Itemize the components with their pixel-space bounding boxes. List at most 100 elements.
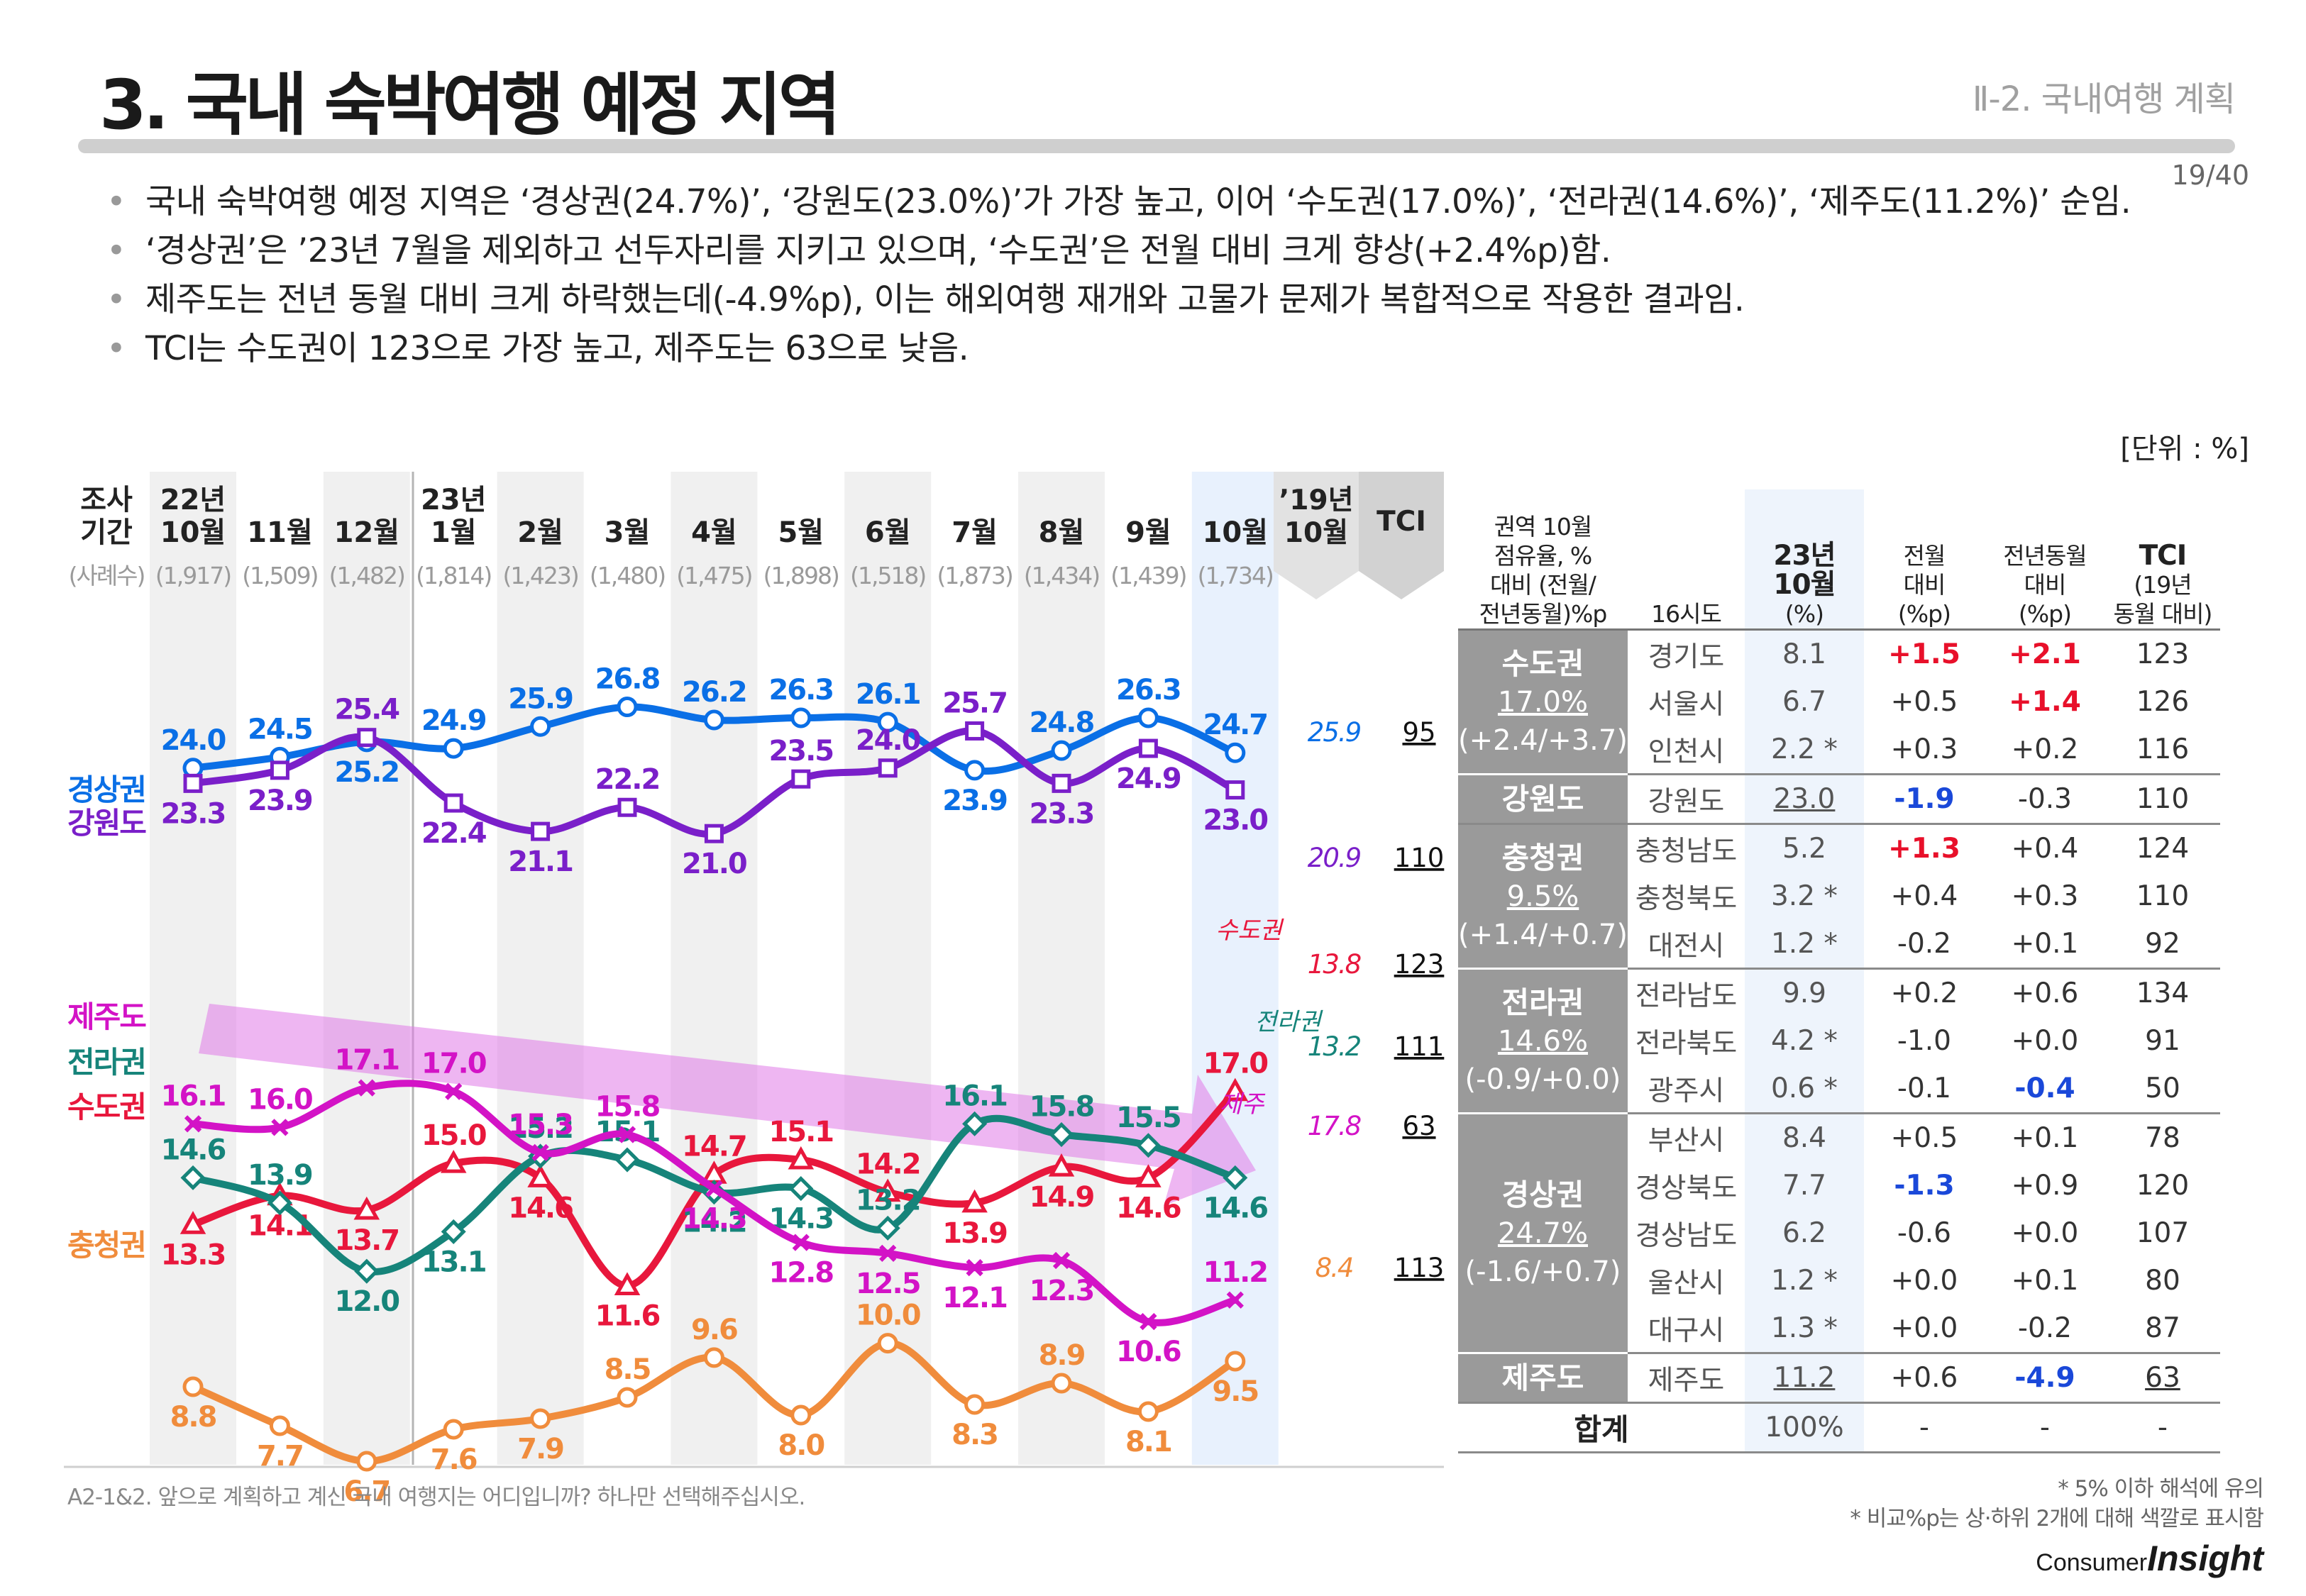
table-row: 경상북도 7.7 -1.3 +0.9 120 — [1458, 1162, 2220, 1209]
table-row: 강원도 강원도 23.0 -1.9 -0.3 110 — [1458, 774, 2220, 825]
page-number: 19/40 — [2171, 160, 2249, 191]
data-point-2 — [704, 824, 724, 843]
table-row: 인천시 2.2 * +0.3 +0.2 116 — [1458, 726, 2220, 775]
cell-share: 2.2 * — [1744, 726, 1864, 775]
month-label: 10월 — [160, 516, 226, 549]
data-label-1: 26.1 — [856, 678, 920, 711]
data-point-1 — [1051, 740, 1072, 761]
data-label-5: 12.8 — [768, 1257, 833, 1290]
sample-size: (1,482) — [329, 562, 404, 589]
data-point-6 — [877, 1333, 898, 1354]
sample-size: (1,734) — [1198, 562, 1273, 589]
cell-city: 경상북도 — [1635, 1172, 1738, 1204]
cell-yoy: +0.1 — [2011, 1122, 2079, 1154]
data-point-3 — [1222, 1077, 1249, 1102]
sample-size: (1,518) — [850, 562, 925, 589]
data-label-6: 9.6 — [691, 1314, 737, 1346]
data-point-6 — [617, 1387, 638, 1408]
year-label: 23년 — [421, 484, 486, 516]
cell-share: 1.3 * — [1744, 1304, 1864, 1354]
tci-header: TCI — [1377, 506, 1426, 538]
month-label: 12월 — [334, 516, 399, 549]
cell-mom: +1.3 — [1888, 833, 1960, 865]
month-label: 9월 — [1125, 516, 1171, 549]
data-label-6: 7.9 — [517, 1433, 563, 1465]
cell-city: 강원도 — [1627, 774, 1745, 825]
month-label: 1월 — [431, 516, 477, 549]
data-point-6 — [269, 1415, 290, 1436]
cell-city: 경기도 — [1648, 641, 1725, 673]
data-label-2: 22.4 — [421, 817, 486, 850]
data-label-4: 13.2 — [856, 1184, 920, 1217]
data-point-5 — [271, 1119, 289, 1136]
data-label-3: 14.7 — [682, 1130, 746, 1163]
cell-city: 대구시 — [1627, 1304, 1745, 1354]
table-row: 전라권 14.6% (-0.9/+0.0) 전라남도 9.9 +0.2 +0.6 134 — [1458, 968, 2220, 1114]
data-label-1: 26.3 — [768, 674, 833, 706]
total-label: 합계 — [1458, 1402, 1745, 1453]
table-row: 서울시 6.7 +0.5 +1.4 126 — [1458, 678, 2220, 726]
data-point-3 — [614, 1272, 641, 1295]
data-point-3 — [180, 1211, 206, 1234]
cell-city: 서울시 — [1648, 688, 1725, 721]
cell-share: 4.2 * — [1744, 1017, 1864, 1065]
data-label-1: 23.9 — [942, 785, 1007, 817]
data-point-3 — [874, 1178, 901, 1202]
tci-value: 95 — [1402, 717, 1435, 748]
column-shade — [844, 472, 932, 1465]
data-point-5 — [966, 1259, 983, 1277]
data-label-1: 24.9 — [421, 704, 486, 737]
data-label-5: 12.1 — [942, 1282, 1007, 1314]
cell-yoy: -0.4 — [1984, 1065, 2105, 1114]
region-cell: 제주도 — [1458, 1353, 1628, 1404]
unit-label: [단위 : %] — [2120, 433, 2249, 465]
bullet-item: 국내 숙박여행 예정 지역은 ‘경상권(24.7%)’, ‘강원도(23.0%)… — [106, 177, 2164, 226]
data-point-1 — [1225, 742, 1246, 763]
sample-size: (1,434) — [1024, 562, 1099, 589]
table-row: 경상남도 6.2 -0.6 +0.0 107 — [1458, 1209, 2220, 1257]
month-label: 10월 — [1203, 516, 1268, 549]
sample-size: (1,439) — [1110, 562, 1186, 589]
data-point-2 — [1225, 780, 1245, 800]
data-label-4: 16.1 — [942, 1080, 1007, 1112]
cell-mom: -0.2 — [1863, 920, 1985, 970]
data-point-2 — [270, 760, 289, 780]
cell-tci: 124 — [2136, 833, 2190, 865]
cell-tci: 123 — [2136, 638, 2190, 670]
cell-yoy: -0.3 — [1984, 774, 2105, 825]
data-label-6: 10.0 — [856, 1299, 920, 1332]
tci-value: 123 — [1394, 949, 1445, 980]
cell-mom: +0.6 — [1863, 1353, 1985, 1404]
tci-value: 63 — [1402, 1111, 1435, 1141]
title-rule — [78, 139, 2235, 153]
cell-yoy: +0.3 — [2011, 880, 2079, 912]
cell-mom: -0.1 — [1863, 1065, 1985, 1114]
ref-value: 25.9 — [1308, 717, 1361, 748]
table-row: 광주시 0.6 * -0.1 -0.4 50 — [1458, 1065, 2220, 1114]
cell-mom: +0.0 — [1863, 1304, 1985, 1354]
data-label-6: 8.5 — [605, 1353, 651, 1386]
data-label-2: 23.3 — [161, 797, 226, 830]
month-label: 7월 — [951, 516, 998, 549]
summary-bullets: 국내 숙박여행 예정 지역은 ‘경상권(24.7%)’, ‘강원도(23.0%)… — [106, 177, 2164, 373]
total-row: 합계 100% - - - — [1458, 1402, 2220, 1453]
region-cell: 강원도 — [1458, 774, 1628, 825]
ref-value: 8.4 — [1315, 1253, 1353, 1283]
month-label: 6월 — [865, 516, 911, 549]
cell-mom: -1.3 — [1894, 1170, 1955, 1202]
cell-city: 부산시 — [1648, 1124, 1725, 1157]
data-label-5: 15.8 — [595, 1091, 660, 1124]
ref-value: 20.9 — [1308, 843, 1361, 873]
data-label-6: 8.1 — [1125, 1426, 1171, 1458]
cell-share: 6.7 — [1744, 678, 1864, 726]
cell-mom: +0.3 — [1863, 726, 1985, 775]
sample-size: (1,814) — [416, 562, 491, 589]
cell-yoy: +0.0 — [2011, 1025, 2079, 1057]
data-point-5 — [792, 1234, 810, 1251]
cell-mom: -0.6 — [1897, 1217, 1951, 1249]
data-point-4 — [1049, 1122, 1074, 1148]
data-point-4 — [788, 1176, 814, 1202]
table-row: 충청권 9.5% (+1.4/+0.7) 충청남도 5.2 +1.3 +0.4 124 — [1458, 824, 2220, 970]
data-point-4 — [180, 1165, 206, 1190]
ref-header: 10월 — [1284, 517, 1348, 549]
